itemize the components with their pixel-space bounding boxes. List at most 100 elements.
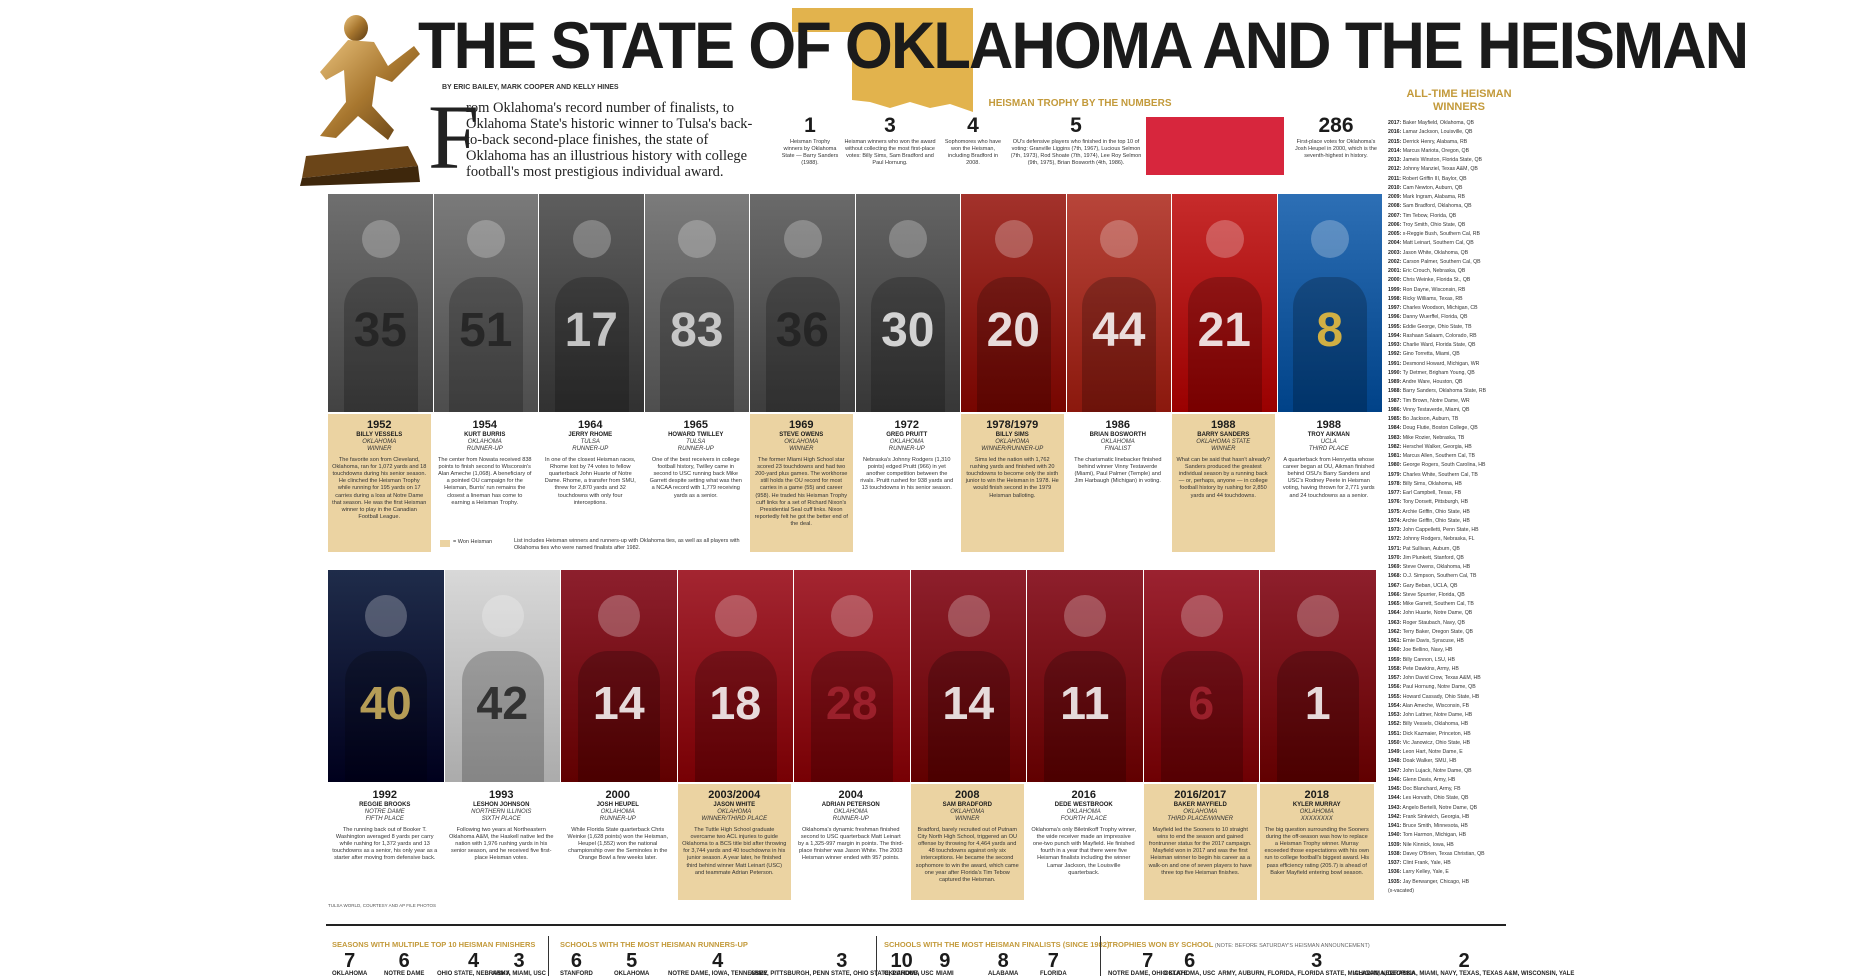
winner-name: Earl Campbell, Texas, FB	[1401, 490, 1462, 496]
winner-year: 1939:	[1388, 841, 1402, 848]
winner-name: Charles White, Southern Cal, TB	[1401, 471, 1478, 478]
winner-list-item: 1978: Billy Sims, Oklahoma, HB	[1388, 480, 1558, 489]
player-description: The center from Nowata received 838 poin…	[437, 456, 532, 506]
player-status: WINNER	[367, 446, 392, 453]
winner-name: Cam Newton, Auburn, QB	[1401, 184, 1463, 191]
winner-list-item: 1985: Bo Jackson, Auburn, TB	[1388, 415, 1558, 424]
bottom-stat-number: 4	[712, 950, 724, 972]
winner-year: 1989:	[1388, 379, 1402, 385]
bottom-section-title: TROPHIES WON BY SCHOOL (NOTE: BEFORE SAT…	[1108, 940, 1498, 949]
winner-year: 1999:	[1388, 286, 1402, 293]
bottom-stat-section: SCHOOLS WITH THE MOST HEISMAN RUNNERS-UP…	[560, 940, 934, 977]
winner-year: 1967:	[1388, 582, 1402, 589]
winner-list-item: 1979: Charles White, Southern Cal, TB	[1388, 471, 1558, 480]
player-photo: 20	[961, 194, 1067, 412]
winner-name: Doug Flutie, Boston College, QB	[1401, 425, 1478, 432]
winner-name: Steve Spurrier, Florida, QB	[1401, 591, 1465, 598]
winner-year: 1978:	[1388, 480, 1402, 487]
player-school: OKLAHOMA	[995, 439, 1030, 446]
player-year: 1965	[683, 419, 708, 431]
jersey-shape	[1082, 276, 1157, 412]
jersey-number: 14	[592, 677, 645, 729]
player-status: RUNNER-UP	[832, 816, 869, 823]
winner-year: 1959:	[1388, 656, 1402, 663]
bottom-stat-number: 2	[1458, 950, 1470, 972]
winner-name: Derrick Henry, Alabama, RB	[1401, 138, 1468, 145]
player-description: Following two years at Northeastern Okla…	[449, 826, 554, 862]
jersey-shape	[345, 650, 428, 782]
winner-name: Paul Hornung, Notre Dame, QB	[1401, 684, 1476, 691]
player-status: SIXTH PLACE	[481, 816, 521, 823]
winner-name: Rashaan Salaam, Colorado, RB	[1401, 332, 1477, 339]
winner-year: 1968:	[1388, 573, 1402, 580]
section-title-text: SCHOOLS WITH THE MOST HEISMAN RUNNERS-UP	[560, 940, 748, 949]
helmet-icon	[714, 595, 757, 638]
helmet-icon	[1297, 595, 1340, 638]
all-time-winners-title: ALL-TIME HEISMAN WINNERS	[1406, 88, 1512, 113]
winner-year: 2017:	[1388, 120, 1402, 126]
player-description: Mayfield led the Sooners to 10 straight …	[1148, 826, 1252, 876]
bottom-stat-number: 7	[1142, 950, 1154, 972]
player-school: OKLAHOMA	[889, 439, 924, 446]
bottom-stat-item: 9 MIAMI	[936, 951, 954, 978]
winner-year: 1951:	[1388, 730, 1402, 737]
bottom-stat-label: ALABAMA	[988, 971, 1019, 977]
player-status: WINNER	[1211, 446, 1236, 453]
winner-name: Roger Staubach, Navy, QB	[1401, 619, 1465, 626]
winner-name: Glenn Davis, Army, HB	[1401, 776, 1456, 783]
winner-list-item: 2014: Marcus Mariota, Oregon, QB	[1388, 147, 1558, 156]
player-photo: 40	[328, 570, 445, 782]
player-status: WINNER/THIRD PLACE	[701, 816, 768, 823]
helmet-icon	[365, 595, 408, 638]
winner-name: Eric Crouch, Nebraska, QB	[1401, 268, 1466, 274]
winner-list-item: 1951: Dick Kazmaier, Princeton, HB	[1388, 730, 1558, 739]
red-accent-box	[1146, 117, 1284, 175]
player-photo: 14	[561, 570, 678, 782]
bottom-stat-number: 3	[836, 950, 848, 972]
bottom-stat-item: 7 NOTRE DAME, OHIO STATE	[1108, 951, 1187, 978]
winner-list-item: 2015: Derrick Henry, Alabama, RB	[1388, 138, 1558, 147]
winner-list-item: 1983: Mike Rozier, Nebraska, TB	[1388, 434, 1558, 443]
section-title-text: SCHOOLS WITH THE MOST HEISMAN FINALISTS …	[884, 940, 1110, 949]
helmet-icon	[572, 220, 611, 259]
player-photo: 28	[794, 570, 911, 782]
winner-name: Tim Brown, Notre Dame, WR	[1401, 397, 1470, 404]
bottom-stat-label: OKLAHOMA	[614, 971, 650, 977]
winner-list-item: 1949: Leon Hart, Notre Dame, E	[1388, 748, 1558, 757]
jersey-number: 20	[986, 304, 1040, 357]
winner-list-item: 1989: Andre Ware, Houston, QB	[1388, 378, 1558, 387]
winner-name: Tony Dorsett, Pittsburgh, HB	[1401, 499, 1469, 506]
all-time-winners-list: 2017: Baker Mayfield, Oklahoma, QB 2016: …	[1388, 119, 1558, 896]
winner-year: 1961:	[1388, 638, 1402, 644]
player-name: GREG PRUITT	[886, 432, 928, 438]
winner-list-item: 1990: Ty Detmer, Brigham Young, QB	[1388, 369, 1558, 378]
section-divider	[326, 924, 1506, 926]
bottom-stat-number: 7	[1047, 950, 1059, 972]
player-card: 1969 STEVE OWENS OKLAHOMA WINNER The former …	[750, 414, 853, 552]
player-photo: 35	[328, 194, 434, 412]
winner-list-item: 1953: John Lattner, Notre Dame, HB	[1388, 711, 1558, 720]
player-school: TULSA	[686, 439, 706, 446]
winner-list-item: 1962: Terry Baker, Oregon State, QB	[1388, 628, 1558, 637]
helmet-icon	[783, 220, 822, 259]
winner-year: 1937:	[1388, 860, 1402, 866]
winner-list-item: 1958: Pete Dawkins, Army, HB	[1388, 665, 1558, 674]
player-status: WINNER/RUNNER-UP	[981, 446, 1044, 453]
winner-year: 1996:	[1388, 314, 1402, 321]
player-year: 1986	[1105, 419, 1130, 431]
jersey-shape	[694, 650, 777, 782]
player-description: The former Miami High School star scored…	[754, 456, 848, 528]
winner-list-item: 1982: Herschel Walker, Georgia, HB	[1388, 443, 1558, 452]
bottom-stat-item: 3 ARMY, MIAMI, USC	[492, 951, 546, 978]
player-description: In one of the closest Heisman races, Rho…	[544, 456, 636, 506]
jersey-shape	[578, 650, 661, 782]
winner-year: 2016:	[1388, 129, 1402, 136]
heisman-trophy-icon	[300, 15, 420, 186]
jersey-shape	[1044, 650, 1127, 782]
player-name: KYLER MURRAY	[1292, 802, 1341, 808]
winner-list-item: 1946: Glenn Davis, Army, HB	[1388, 776, 1558, 785]
winner-list-item: 1948: Doak Walker, SMU, HB	[1388, 757, 1558, 766]
winner-year: 1969:	[1388, 564, 1402, 570]
winner-list-item: 1956: Paul Hornung, Notre Dame, QB	[1388, 683, 1558, 692]
winner-name: Johnny Rodgers, Nebraska, FL	[1401, 536, 1475, 543]
